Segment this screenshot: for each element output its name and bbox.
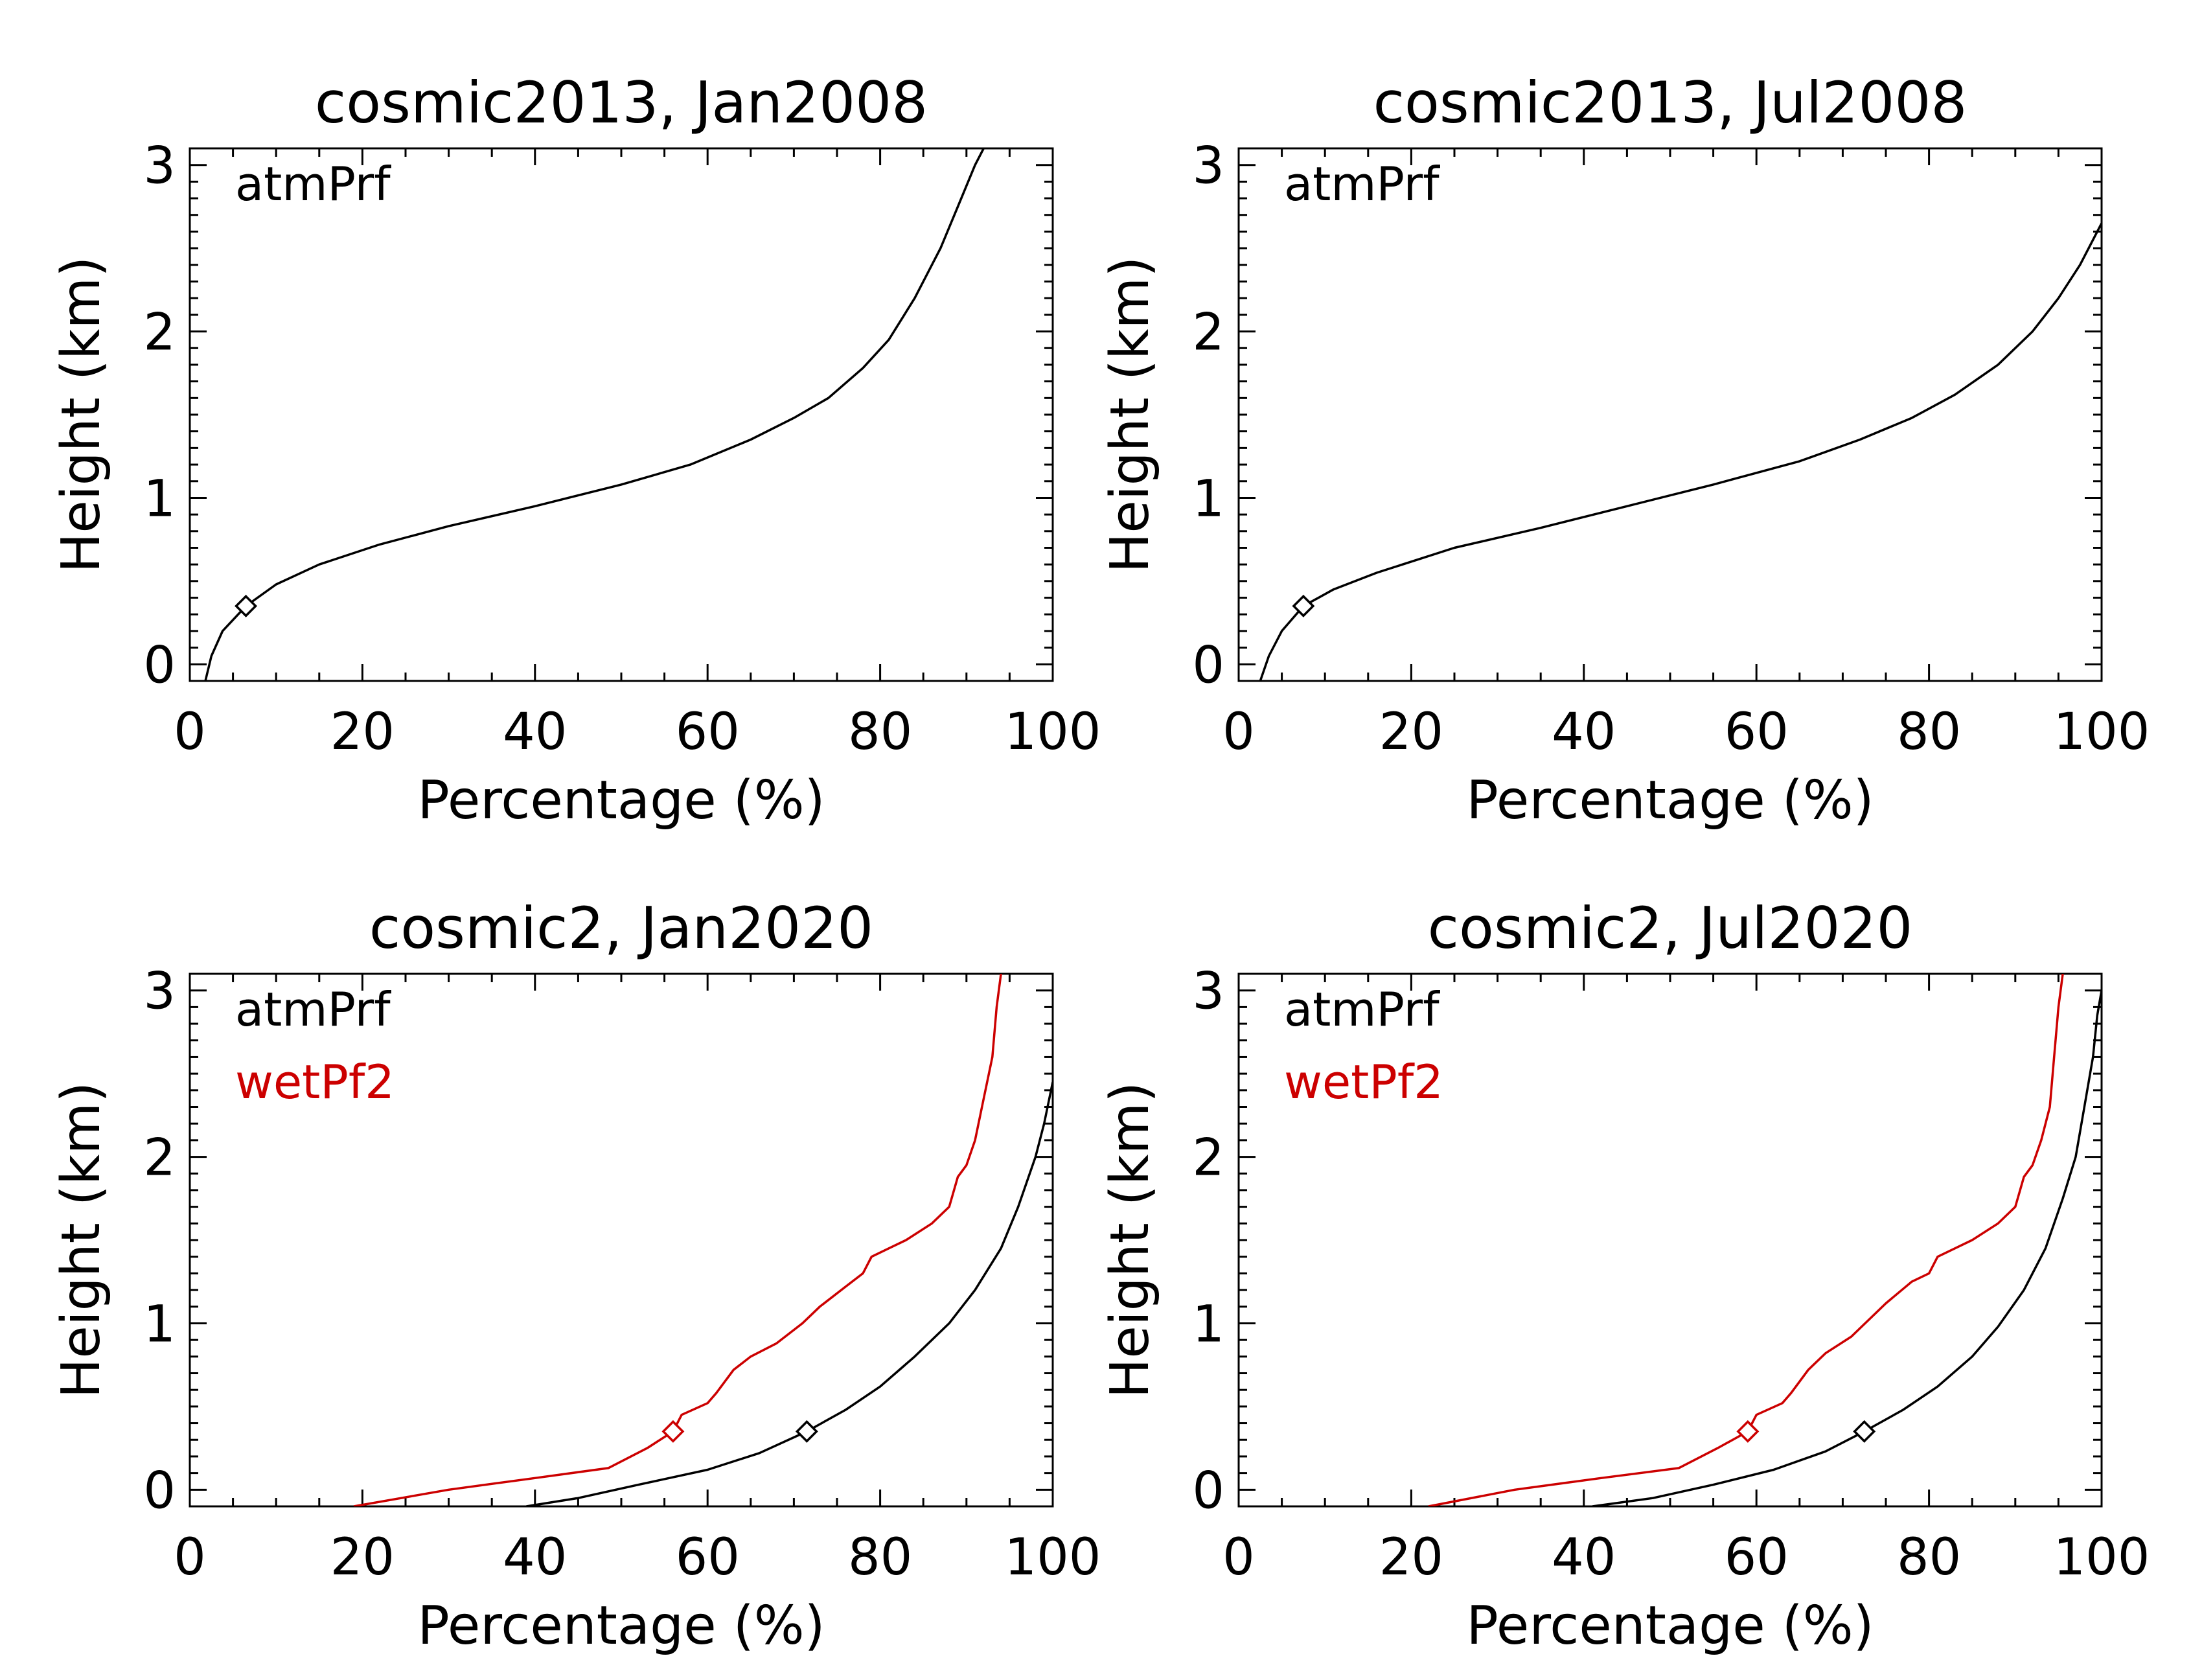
chart-title: cosmic2013, Jul2008 — [1373, 69, 1967, 136]
y-tick-label: 2 — [1192, 1129, 1224, 1188]
series-marker-atmPrf — [1292, 594, 1315, 617]
x-tick-label: 20 — [1379, 1528, 1443, 1587]
series-line-wetPf2 — [1428, 974, 2064, 1506]
x-tick-label: 40 — [503, 1528, 567, 1587]
x-tick-label: 20 — [330, 703, 395, 761]
chart-title: cosmic2, Jan2020 — [369, 895, 873, 961]
x-tick-label: 80 — [1897, 1528, 1961, 1587]
legend-entry-wetPf2: wetPf2 — [1284, 1055, 1443, 1109]
y-tick-label: 0 — [143, 636, 176, 695]
x-tick-label: 40 — [1552, 703, 1616, 761]
plot-frame — [1237, 147, 2103, 682]
legend-entry-atmPrf: atmPrf — [1284, 982, 1440, 1037]
series-marker-atmPrf — [1853, 1420, 1876, 1443]
x-tick-label: 0 — [1222, 703, 1255, 761]
x-tick-label: 60 — [1725, 703, 1789, 761]
y-tick-label: 1 — [1192, 470, 1224, 528]
chart-panel-4: cosmic2, Jul2020 0 20 40 60 80 100 0 1 2 3 Percenta… — [1099, 895, 2150, 1657]
chart-panel-3: cosmic2, Jan2020 0 20 40 60 80 100 0 1 2 3 Percenta… — [51, 895, 1101, 1657]
legend-entry-wetPf2: wetPf2 — [235, 1055, 395, 1109]
chart-panel-1: cosmic2013, Jan2008 0 20 40 60 80 100 0 1 2 3 Perce… — [51, 69, 1101, 831]
y-tick-label: 2 — [143, 1129, 176, 1188]
x-tick-label: 20 — [330, 1528, 395, 1587]
x-tick-label: 40 — [503, 703, 567, 761]
y-tick-label: 3 — [1192, 963, 1224, 1021]
legend-entry-atmPrf: atmPrf — [235, 982, 391, 1037]
x-tick-label: 100 — [1005, 1528, 1101, 1587]
series-line-atmPrf — [526, 1081, 1053, 1506]
x-tick-label: 100 — [2054, 1528, 2150, 1587]
series-marker-atmPrf — [235, 594, 258, 617]
y-tick-label: 0 — [143, 1462, 176, 1520]
y-axis-label: Height (km) — [51, 1082, 112, 1398]
x-tick-label: 0 — [174, 703, 206, 761]
y-axis-label: Height (km) — [1099, 257, 1161, 573]
legend-entry-atmPrf: atmPrf — [1284, 157, 1440, 211]
plot-frame — [189, 972, 1054, 1508]
x-tick-label: 80 — [848, 1528, 912, 1587]
legend-entry-atmPrf: atmPrf — [235, 157, 391, 211]
x-tick-label: 100 — [1005, 703, 1101, 761]
x-tick-label: 60 — [1725, 1528, 1789, 1587]
x-tick-label: 0 — [1222, 1528, 1255, 1587]
x-tick-label: 40 — [1552, 1528, 1616, 1587]
series-marker-atmPrf — [795, 1420, 818, 1443]
y-tick-label: 1 — [143, 1295, 176, 1353]
y-axis-label: Height (km) — [1099, 1082, 1161, 1398]
x-tick-label: 100 — [2054, 703, 2150, 761]
x-tick-label: 80 — [848, 703, 912, 761]
y-tick-label: 3 — [143, 963, 176, 1021]
plot-frame — [189, 147, 1054, 682]
x-axis-label: Percentage (%) — [417, 770, 825, 831]
x-tick-label: 20 — [1379, 703, 1443, 761]
series-marker-wetPf2 — [1736, 1420, 1760, 1443]
x-tick-label: 60 — [676, 1528, 740, 1587]
y-axis-label: Height (km) — [51, 257, 112, 573]
series-line-atmPrf — [1259, 222, 2102, 681]
chart-title: cosmic2013, Jan2008 — [315, 69, 928, 136]
chart-panel-2: cosmic2013, Jul2008 0 20 40 60 80 100 0 1 2 3 Perce… — [1099, 69, 2150, 831]
x-tick-label: 80 — [1897, 703, 1961, 761]
x-axis-label: Percentage (%) — [1466, 1595, 1874, 1657]
series-line-atmPrf — [204, 148, 985, 681]
y-tick-label: 0 — [1192, 636, 1224, 695]
y-tick-label: 2 — [1192, 304, 1224, 362]
y-tick-label: 1 — [1192, 1295, 1224, 1353]
y-tick-label: 2 — [143, 304, 176, 362]
x-axis-label: Percentage (%) — [417, 1595, 825, 1657]
y-tick-label: 3 — [1192, 137, 1224, 196]
series-marker-wetPf2 — [661, 1420, 685, 1443]
y-tick-label: 1 — [143, 470, 176, 528]
series-line-atmPrf — [1592, 990, 2102, 1506]
y-tick-label: 0 — [1192, 1462, 1224, 1520]
x-tick-label: 60 — [676, 703, 740, 761]
series-line-wetPf2 — [353, 974, 1002, 1506]
x-tick-label: 0 — [174, 1528, 206, 1587]
chart-title: cosmic2, Jul2020 — [1428, 895, 1913, 961]
y-tick-label: 3 — [143, 137, 176, 196]
x-axis-label: Percentage (%) — [1466, 770, 1874, 831]
